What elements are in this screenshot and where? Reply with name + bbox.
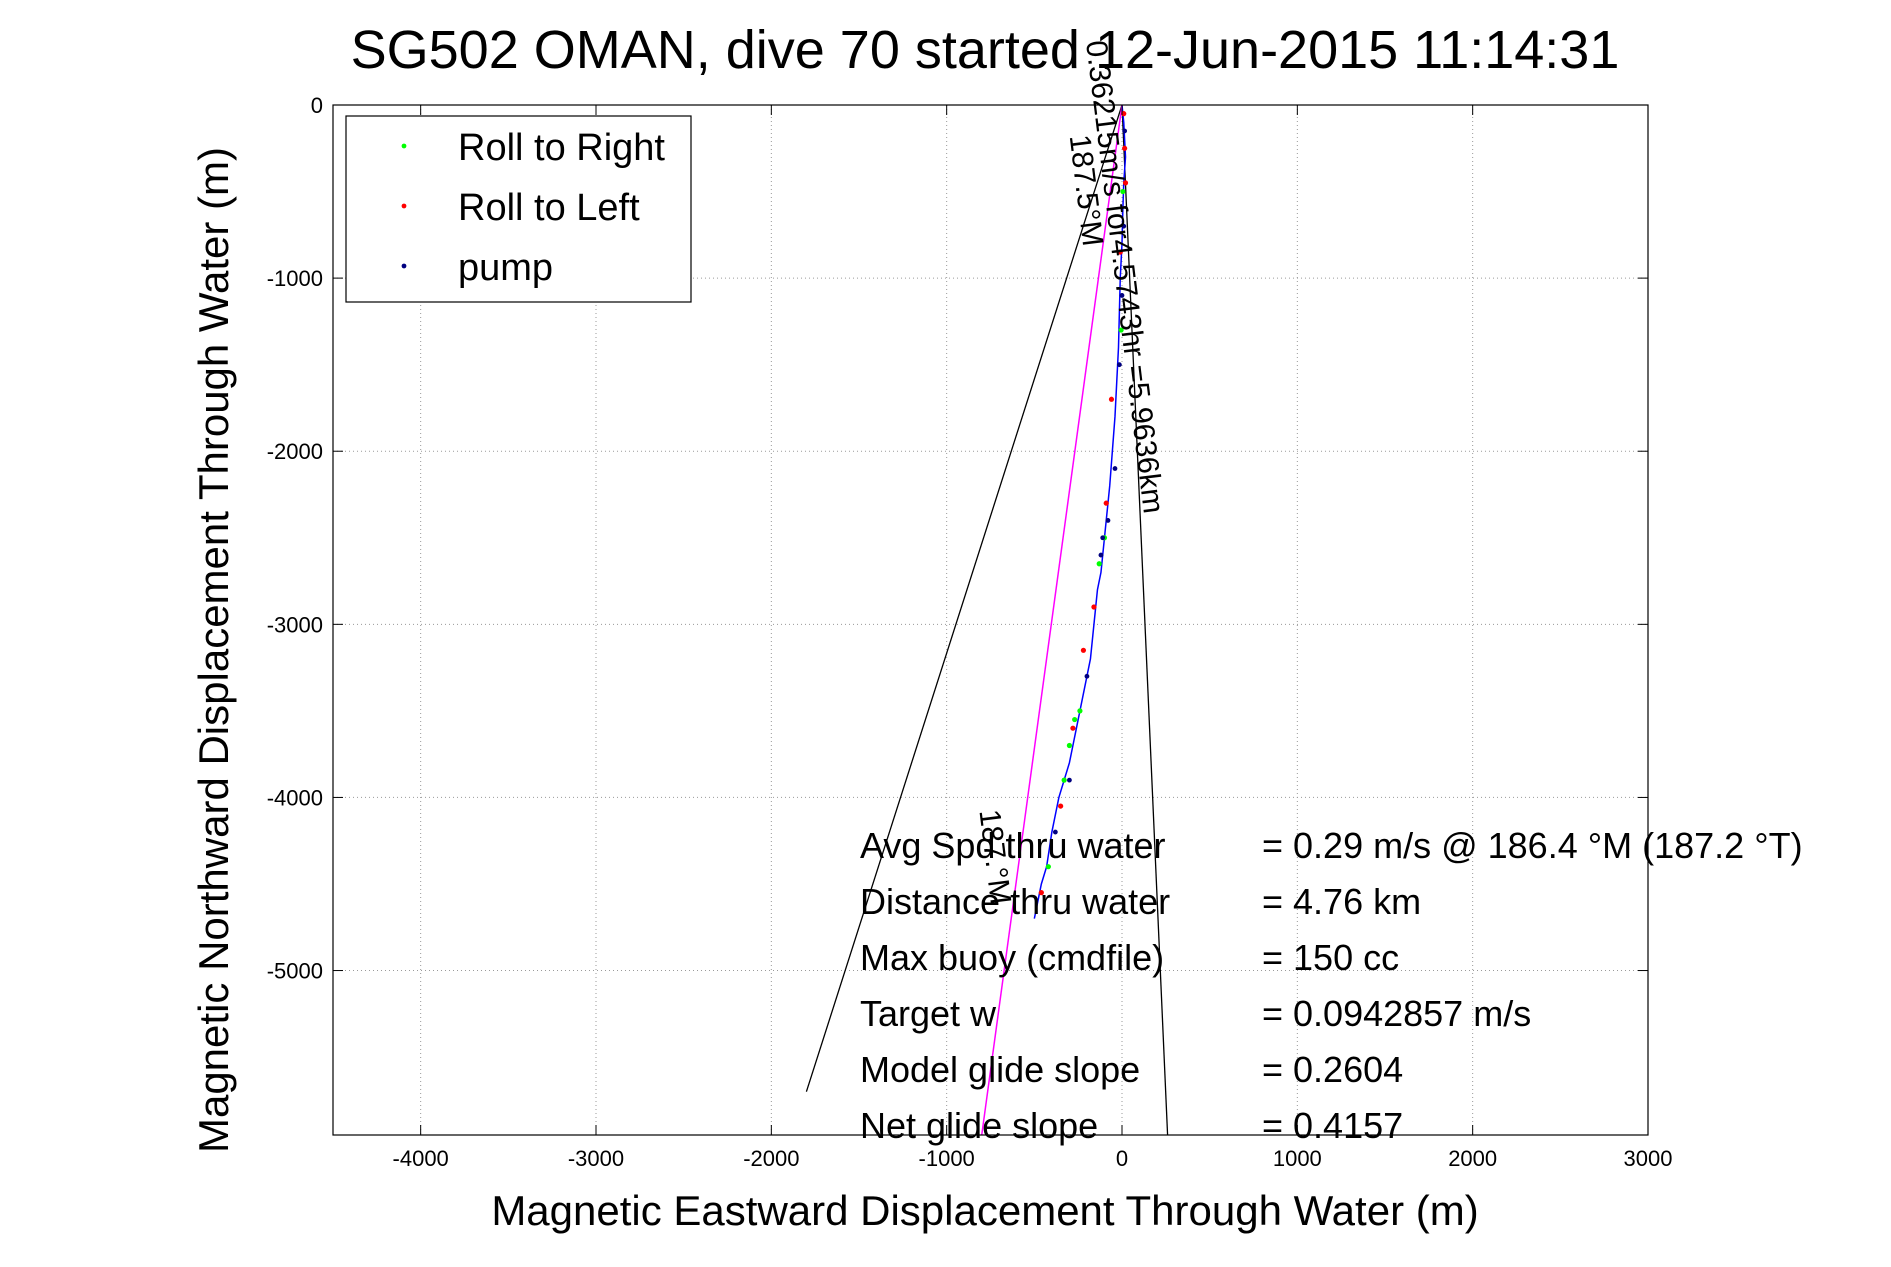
roll-left-marker [1070,725,1076,731]
y-tick-label: -4000 [267,785,323,810]
roll-right-marker [1120,188,1126,195]
info-value: = 150 cc [1262,937,1399,978]
roll-left-marker [1058,803,1064,809]
x-tick-label: 1000 [1273,1146,1322,1171]
legend-marker [401,203,407,209]
x-axis-title: Magnetic Eastward Displacement Through W… [491,1187,1478,1234]
plot-clipped-content [805,105,1169,1135]
roll-left-marker [1122,145,1128,151]
pump-marker [1122,128,1128,134]
info-label: Target w [860,993,997,1034]
x-tick-label: -1000 [919,1146,975,1171]
pump-marker [1084,673,1090,679]
x-tick-label: 0 [1116,1146,1128,1171]
roll-right-marker [1066,742,1072,749]
info-value: = 4.76 km [1262,881,1421,922]
x-tick-label: 3000 [1624,1146,1673,1171]
x-tick-label: -3000 [568,1146,624,1171]
x-tick-label: -4000 [393,1146,449,1171]
y-tick-label: -3000 [267,612,323,637]
pump-marker [1116,362,1122,368]
legend-label: pump [458,247,553,289]
roll-right-marker [1045,864,1051,870]
legend-label: Roll to Left [458,187,640,229]
y-tick-label: -1000 [267,266,323,291]
legend-marker [401,143,407,149]
info-value: = 0.0942857 m/s [1262,993,1531,1034]
info-label: Max buoy (cmdfile) [860,937,1164,978]
roll-right-marker [1077,708,1083,714]
roll-left-marker [1091,604,1097,610]
x-tick-label: -2000 [743,1146,799,1171]
info-value: = 0.2604 [1262,1049,1403,1090]
info-panel: Avg Spd thru water = 0.29 m/s @ 186.4 °M … [860,825,1803,1146]
x-tick-label: 2000 [1448,1146,1497,1171]
reference-line [805,105,1123,1092]
legend-label: Roll to Right [458,127,665,169]
roll-left-marker [1122,180,1129,186]
heading-line [980,105,1123,1135]
pump-marker [1112,466,1118,471]
y-tick-label: 0 [311,93,323,118]
pump-marker [1100,535,1106,541]
info-value: = 0.29 m/s @ 186.4 °M (187.2 °T) [1262,825,1803,866]
y-tick-label: -5000 [267,959,323,984]
roll-right-marker [1072,716,1078,723]
info-label: Avg Spd thru water [860,825,1166,866]
info-label: Distance thru water [860,881,1170,922]
roll-right-marker [1096,561,1102,567]
pump-marker [1052,829,1058,835]
y-axis-title: Magnetic Northward Displacement Through … [190,147,237,1153]
reference-line [1121,105,1169,1135]
track-line [1033,105,1127,919]
roll-left-marker [1080,647,1087,653]
roll-left-marker [1103,500,1109,506]
info-label: Model glide slope [860,1049,1140,1090]
pump-marker [1098,552,1104,558]
y-tick-label: -2000 [267,439,323,464]
legend: Roll to Right Roll to Left pump [345,115,692,303]
roll-left-marker [1117,249,1123,255]
roll-right-marker [1061,777,1067,783]
info-value: = 0.4157 [1262,1105,1403,1146]
info-label: Net glide slope [860,1105,1098,1146]
pump-marker [1119,293,1125,298]
roll-right-marker [1118,327,1124,333]
legend-marker [401,263,407,269]
chart-title: SG502 OMAN, dive 70 started 12-Jun-2015 … [351,20,1620,80]
pump-marker [1105,518,1111,523]
axes-box [332,104,1649,1136]
roll-left-marker [1038,890,1044,896]
pump-marker [1121,223,1127,229]
roll-left-marker [1108,396,1115,402]
pump-marker [1067,777,1072,783]
